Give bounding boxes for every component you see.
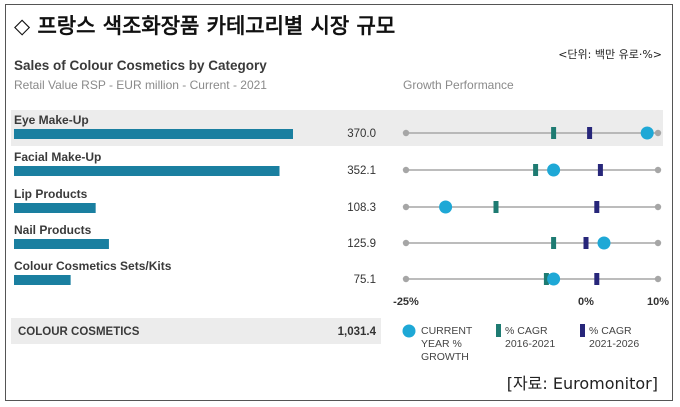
legend-label: CURRENT [421,325,473,337]
track-end-dot [654,166,662,174]
current-growth-marker [547,163,561,177]
legend-label: 2016-2021 [505,338,555,350]
category-label: Lip Products [14,187,88,201]
bar [14,203,96,213]
track-end-dot [402,203,410,211]
legend-label: % CAGR [589,325,632,337]
total-value: 1,031.4 [338,326,377,338]
total-label: COLOUR COSMETICS [18,326,140,338]
value-label: 75.1 [354,274,376,286]
cagr-2021-2026-marker [597,164,603,176]
bar [14,275,71,285]
bar [14,166,280,176]
category-label: Eye Make-Up [14,113,89,127]
growth-tick-label: -25% [393,296,419,308]
category-label: Nail Products [14,223,92,237]
growth-tick-label: 0% [578,296,594,308]
row-highlight [11,110,663,146]
growth-panel-title: Growth Performance [403,78,514,92]
chart-title: Sales of Colour Cosmetics by Category [14,58,267,73]
current-growth-marker [640,126,654,140]
value-label: 108.3 [347,202,376,214]
legend-label: GROWTH [421,351,469,363]
track-end-dot [402,239,410,247]
legend-cagr-future-marker [580,324,585,337]
source-note: [자료: Euromonitor] [506,374,658,393]
value-label: 370.0 [347,128,376,140]
cagr-2021-2026-marker [594,273,600,285]
legend-current-marker [402,324,416,338]
current-growth-marker [597,236,611,250]
track-end-dot [654,129,662,137]
bar [14,239,109,249]
legend-cagr-past-marker [496,324,501,337]
bar [14,129,293,139]
legend-label: YEAR % [421,338,462,350]
track-end-dot [402,129,410,137]
value-label: 352.1 [347,165,376,177]
current-growth-marker [547,272,561,286]
cagr-2016-2021-marker [543,273,549,285]
unit-note: <단위: 백만 유로·%> [558,48,662,61]
page-title: ◇ 프랑스 색조화장품 카테고리별 시장 규모 [14,14,396,38]
legend-label: 2021-2026 [589,338,639,350]
cagr-2021-2026-marker [587,127,593,139]
chart-subtitle: Retail Value RSP - EUR million - Current… [14,78,267,92]
track-end-dot [654,203,662,211]
legend-label: % CAGR [505,325,548,337]
cagr-2016-2021-marker [551,127,557,139]
cagr-2021-2026-marker [594,201,600,213]
growth-tick-label: 10% [647,296,669,308]
current-growth-marker [439,200,453,214]
cagr-2016-2021-marker [493,201,499,213]
category-label: Facial Make-Up [14,150,101,164]
cagr-2016-2021-marker [551,237,557,249]
cagr-2021-2026-marker [583,237,589,249]
total-row-highlight [11,318,381,344]
value-label: 125.9 [347,238,376,250]
track-end-dot [654,275,662,283]
cagr-2016-2021-marker [533,164,539,176]
track-end-dot [402,166,410,174]
category-label: Colour Cosmetics Sets/Kits [14,259,172,273]
track-end-dot [402,275,410,283]
track-end-dot [654,239,662,247]
